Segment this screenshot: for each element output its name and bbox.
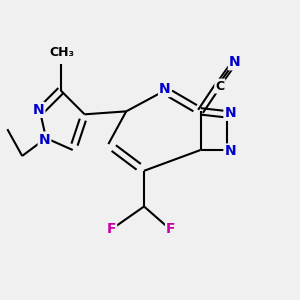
Text: N: N	[224, 106, 236, 120]
Text: N: N	[229, 55, 241, 69]
Text: N: N	[33, 103, 44, 117]
Text: N: N	[39, 133, 50, 147]
Text: C: C	[215, 80, 224, 93]
Text: F: F	[106, 222, 116, 236]
Text: N: N	[159, 82, 171, 96]
Text: F: F	[166, 222, 176, 236]
Text: CH₃: CH₃	[50, 46, 75, 59]
Text: N: N	[224, 145, 236, 158]
